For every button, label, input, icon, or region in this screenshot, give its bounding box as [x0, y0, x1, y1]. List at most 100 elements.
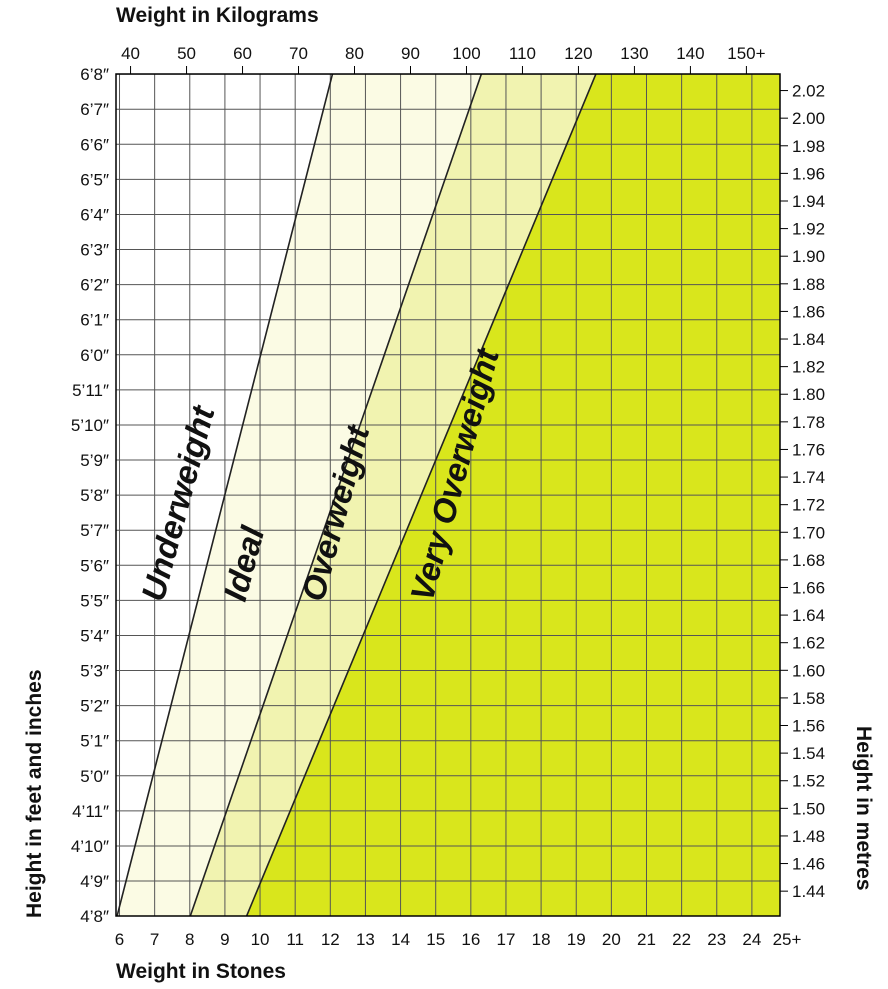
stone-tick-label: 17: [497, 930, 516, 949]
feet-inches-tick-label: 5’3″: [80, 662, 109, 681]
stone-tick-label: 11: [286, 930, 304, 949]
metre-tick-label: 1.46: [792, 855, 825, 874]
right-axis-title: Height in metres: [852, 726, 875, 891]
metre-tick-label: 1.62: [792, 634, 825, 653]
feet-inches-tick-labels: 4’8″ 4’9″ 4’10″ 4’11″ 5’0″ 5’1″ 5’2″ 5’3″ 5’4″ 5’…: [71, 65, 109, 926]
metre-tick-label: 2.00: [792, 109, 825, 128]
top-axis-title: Weight in Kilograms: [116, 4, 319, 27]
metre-tick-labels: 1.44 1.46 1.48 1.50 1.52 1.54 1.56 1.58 1.60 1.62…: [780, 82, 825, 901]
stone-tick-label: 15: [426, 930, 445, 949]
metre-tick-label: 1.70: [792, 523, 825, 542]
metre-tick-label: 1.86: [792, 302, 825, 321]
metre-tick-label: 1.92: [792, 220, 825, 239]
metre-tick-label: 1.84: [792, 330, 825, 349]
metre-tick-label: 1.52: [792, 772, 825, 791]
bottom-axis-title: Weight in Stones: [116, 960, 286, 983]
feet-inches-tick-label: 5’2″: [80, 697, 109, 716]
feet-inches-tick-label: 5’1″: [80, 732, 109, 751]
kg-tick-label: 130: [620, 44, 648, 63]
metre-tick-label: 1.94: [792, 192, 825, 211]
kg-tick-label: 90: [401, 44, 420, 63]
metre-tick-label: 1.96: [792, 164, 825, 183]
kg-tick-label: 50: [177, 44, 196, 63]
feet-inches-tick-label: 6’0″: [80, 346, 109, 365]
boundary-line-bmi-25: [189, 74, 483, 916]
metre-tick-label: 1.76: [792, 440, 825, 459]
feet-inches-tick-label: 5’5″: [80, 591, 109, 610]
kg-tick-label: 70: [289, 44, 308, 63]
stone-tick-label: 7: [150, 930, 159, 949]
metre-tick-label: 1.88: [792, 275, 825, 294]
feet-inches-tick-label: 6’5″: [80, 170, 109, 189]
kg-tick-label: 80: [345, 44, 364, 63]
metre-tick-label: 2.02: [792, 82, 825, 101]
feet-inches-tick-label: 6’8″: [80, 65, 109, 84]
metre-tick-label: 1.64: [792, 606, 825, 625]
feet-inches-tick-label: 6’1″: [80, 311, 109, 330]
kg-tick-labels: 40 50 60 70 80 90 100 110 120 130 140 150+: [121, 44, 766, 74]
feet-inches-tick-label: 5’8″: [80, 486, 109, 505]
stone-tick-label: 18: [532, 930, 551, 949]
kg-tick-label: 60: [233, 44, 252, 63]
stone-tick-label: 13: [356, 930, 375, 949]
metre-tick-label: 1.50: [792, 799, 825, 818]
stone-tick-label: 14: [391, 930, 410, 949]
metre-tick-label: 1.68: [792, 551, 825, 570]
stone-tick-label: 21: [637, 930, 656, 949]
plot-frame: [115, 73, 781, 917]
metre-tick-label: 1.78: [792, 413, 825, 432]
metre-tick-label: 1.56: [792, 717, 825, 736]
stone-tick-labels: 6 7 8 9 10 11 12 13 14 15 16 17 18 19 20 21 22 23 24 25+: [115, 930, 802, 949]
stone-tick-label: 6: [115, 930, 124, 949]
stone-tick-label: 16: [461, 930, 480, 949]
stone-tick-label: 23: [707, 930, 726, 949]
feet-inches-tick-label: 6’6″: [80, 135, 109, 154]
metre-tick-label: 1.54: [792, 744, 825, 763]
metre-tick-label: 1.82: [792, 358, 825, 377]
stone-tick-label: 19: [567, 930, 586, 949]
stone-tick-label: 9: [220, 930, 229, 949]
feet-inches-tick-label: 5’7″: [80, 521, 109, 540]
stone-tick-label: 20: [602, 930, 621, 949]
boundary-line-bmi-30: [245, 74, 597, 916]
stone-tick-label: 10: [251, 930, 270, 949]
metre-tick-label: 1.90: [792, 247, 825, 266]
kg-tick-label: 110: [509, 44, 536, 63]
feet-inches-tick-label: 6’7″: [80, 100, 109, 119]
kg-tick-label: 40: [121, 44, 140, 63]
metre-tick-label: 1.48: [792, 827, 825, 846]
metre-tick-label: 1.74: [792, 468, 825, 487]
metre-tick-label: 1.80: [792, 385, 825, 404]
feet-inches-tick-label: 5’11″: [72, 381, 109, 400]
left-axis-title: Height in feet and inches: [23, 669, 46, 918]
feet-inches-tick-label: 4’10″: [71, 837, 109, 856]
stone-tick-label: 25+: [773, 930, 802, 949]
metre-tick-label: 1.66: [792, 578, 825, 597]
feet-inches-tick-label: 4’11″: [72, 802, 109, 821]
feet-inches-tick-label: 6’4″: [80, 205, 109, 224]
metre-tick-label: 1.72: [792, 496, 825, 515]
feet-inches-tick-label: 5’6″: [80, 556, 109, 575]
stone-tick-label: 8: [185, 930, 194, 949]
metre-tick-label: 1.98: [792, 137, 825, 156]
stone-tick-label: 24: [742, 930, 761, 949]
stone-tick-label: 12: [321, 930, 340, 949]
feet-inches-tick-label: 6’3″: [80, 241, 109, 260]
stone-tick-label: 22: [672, 930, 691, 949]
metre-tick-label: 1.44: [792, 882, 825, 901]
feet-inches-tick-label: 6’2″: [80, 276, 109, 295]
boundary-line-bmi-18.5: [116, 74, 334, 916]
kg-tick-label: 140: [676, 44, 704, 63]
kg-tick-label: 150+: [727, 44, 765, 63]
feet-inches-tick-label: 5’0″: [80, 767, 109, 786]
feet-inches-tick-label: 5’9″: [80, 451, 109, 470]
kg-tick-label: 120: [564, 44, 592, 63]
feet-inches-tick-label: 4’9″: [80, 872, 109, 891]
zone-boundaries: [116, 74, 597, 916]
metre-tick-label: 1.60: [792, 661, 825, 680]
feet-inches-tick-label: 5’10″: [71, 416, 109, 435]
metre-tick-label: 1.58: [792, 689, 825, 708]
feet-inches-tick-label: 4’8″: [80, 907, 109, 926]
kg-tick-label: 100: [452, 44, 480, 63]
